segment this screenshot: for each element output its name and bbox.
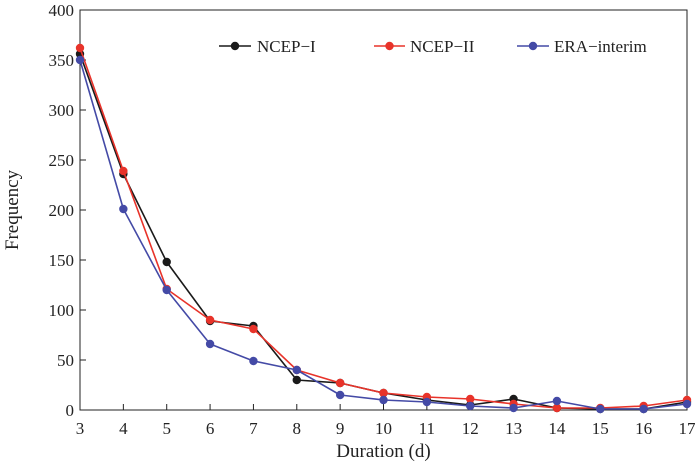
ticks-layer: 3 4 5 6 7 8 9 10 11 12 13 14 15 16 17 0 50 100 150 200 250 30… [49, 1, 697, 438]
x-tick-label: 15 [592, 419, 609, 438]
legend-entry: ERA−interim [517, 37, 647, 56]
legend-label: NCEP−II [410, 37, 475, 56]
legend: NCEP−I NCEP−II ERA−interim [219, 37, 647, 56]
data-point [552, 403, 562, 413]
x-tick-label: 6 [206, 419, 215, 438]
y-tick-label: 350 [49, 51, 75, 70]
data-point [162, 285, 171, 295]
data-point [249, 356, 258, 366]
y-tick-label: 400 [49, 1, 75, 20]
data-point [466, 394, 475, 404]
data-point [249, 324, 258, 334]
legend-entry: NCEP−I [219, 37, 316, 56]
legend-label: ERA−interim [554, 37, 647, 56]
series-era-interim [75, 55, 692, 414]
data-point [379, 388, 388, 398]
x-axis-title: Duration (d) [336, 441, 430, 462]
y-tick-label: 150 [49, 251, 75, 270]
data-point [119, 166, 128, 176]
x-tick-label: 13 [505, 419, 522, 438]
data-point [552, 396, 562, 406]
series-layer [75, 43, 692, 414]
x-tick-label: 4 [119, 419, 128, 438]
x-tick-label: 17 [679, 419, 697, 438]
data-point [596, 404, 605, 414]
data-point [335, 390, 345, 400]
data-point [119, 204, 128, 214]
y-tick-label: 250 [49, 151, 75, 170]
y-tick-label: 50 [57, 351, 74, 370]
data-point [75, 43, 85, 53]
x-tick-label: 5 [162, 419, 171, 438]
x-tick-label: 10 [375, 419, 392, 438]
x-tick-label: 8 [293, 419, 302, 438]
series-ncep-i [75, 49, 692, 414]
data-point [422, 397, 432, 407]
data-point [682, 399, 692, 409]
series-line [79, 59, 688, 410]
x-tick-label: 12 [462, 419, 479, 438]
data-point [292, 365, 301, 375]
legend-marker [528, 41, 538, 51]
data-point [335, 378, 345, 388]
series-ncep-ii [75, 43, 692, 413]
plot-frame [79, 9, 688, 411]
data-point [379, 395, 388, 405]
x-tick-label: 16 [635, 419, 652, 438]
y-tick-label: 0 [66, 401, 75, 420]
data-point [205, 315, 215, 325]
legend-marker [230, 41, 240, 51]
series-line [79, 47, 688, 409]
legend-label: NCEP−I [257, 37, 316, 56]
data-point [75, 55, 85, 65]
data-point [162, 257, 171, 267]
legend-entry: NCEP−II [374, 37, 475, 56]
x-tick-label: 11 [419, 419, 435, 438]
legend-marker [385, 41, 394, 51]
series-line [79, 53, 688, 410]
data-point [509, 403, 518, 413]
data-point [205, 339, 215, 349]
y-axis-title: Frequency [2, 169, 23, 250]
data-point [466, 401, 475, 411]
x-tick-label: 14 [548, 419, 566, 438]
x-tick-label: 9 [336, 419, 345, 438]
y-tick-label: 100 [49, 301, 75, 320]
data-point [292, 375, 301, 385]
y-tick-label: 300 [49, 101, 75, 120]
y-tick-label: 200 [49, 201, 75, 220]
data-point [639, 404, 648, 414]
x-tick-label: 7 [249, 419, 258, 438]
x-tick-label: 3 [76, 419, 85, 438]
